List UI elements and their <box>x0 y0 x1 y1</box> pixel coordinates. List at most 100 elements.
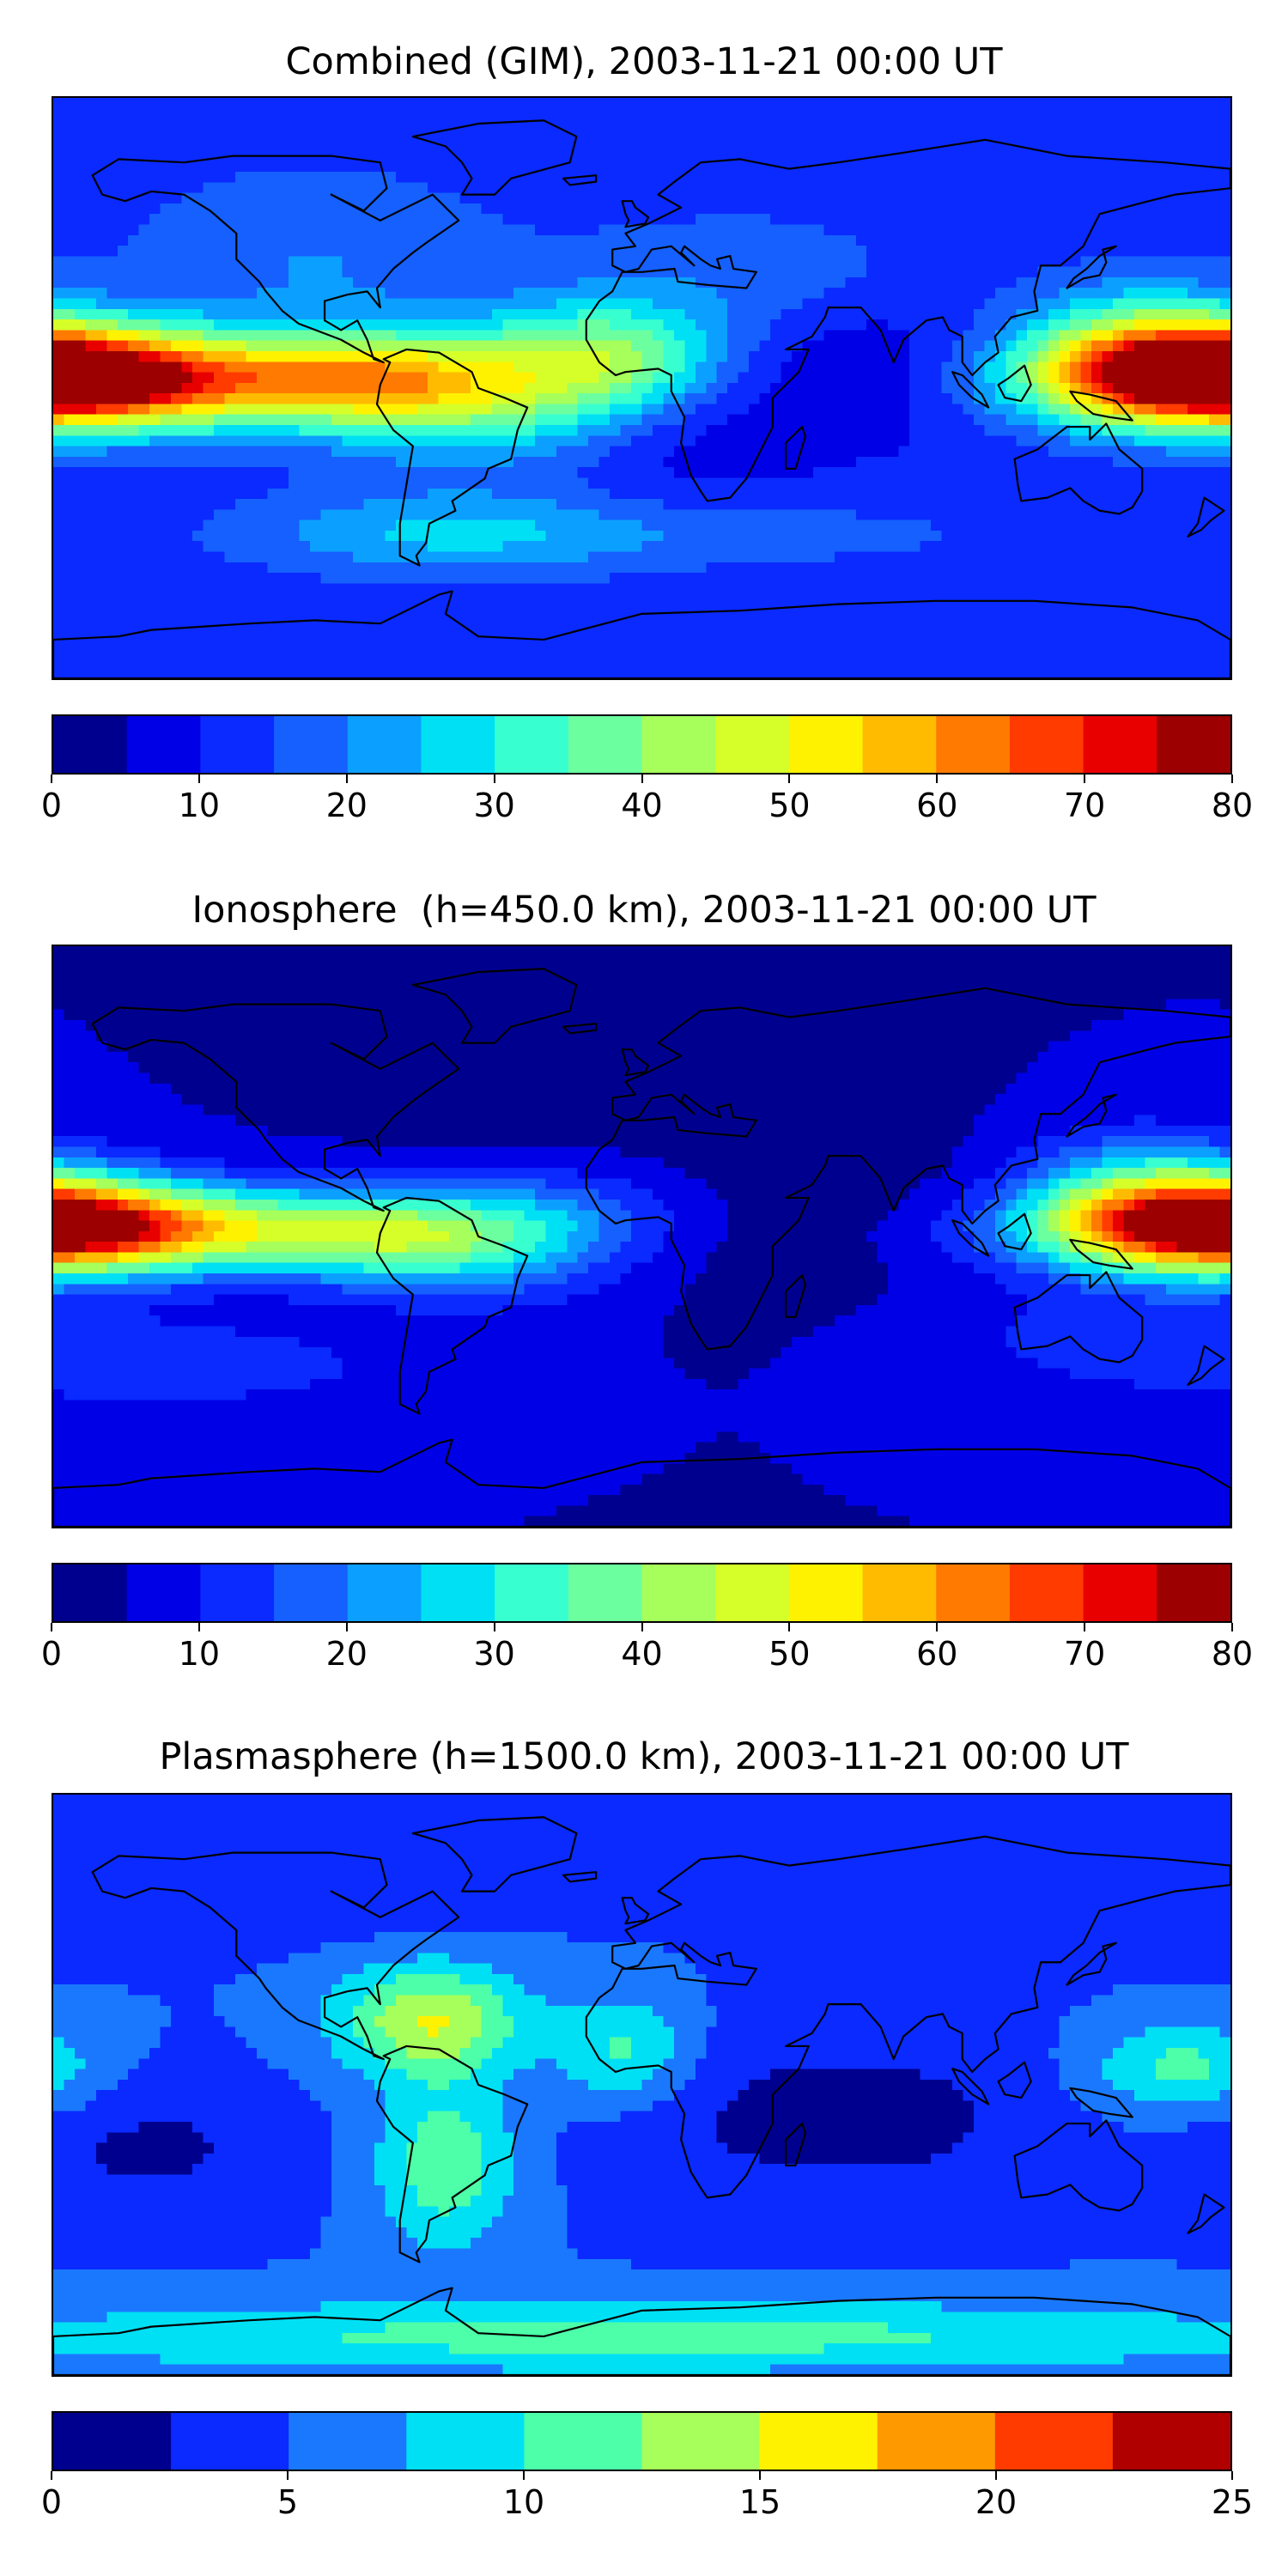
field-cell <box>877 361 889 374</box>
field-cell <box>203 288 215 300</box>
field-cell <box>1016 372 1028 384</box>
field-cell <box>759 308 771 320</box>
field-cell <box>577 246 589 257</box>
field-cell <box>246 224 258 236</box>
field-cell <box>1112 308 1124 320</box>
field-cell <box>652 414 665 426</box>
field-cell <box>1176 330 1188 342</box>
field-cell <box>1198 234 1210 246</box>
field-cell <box>1219 509 1230 521</box>
field-cell <box>673 477 685 489</box>
field-cell <box>1219 98 1230 109</box>
field-cell <box>149 530 161 542</box>
field-cell <box>556 509 568 521</box>
field-cell <box>449 246 461 257</box>
field-cell <box>770 266 782 278</box>
field-cell <box>716 288 728 300</box>
field-cell <box>791 118 804 131</box>
field-cell <box>1037 319 1049 331</box>
field-cell <box>406 350 418 362</box>
field-cell <box>459 298 471 310</box>
field-cell <box>984 298 996 310</box>
field-cell <box>1176 246 1188 257</box>
field-cell <box>331 425 343 436</box>
field-cell <box>256 551 268 563</box>
field-cell <box>395 129 407 141</box>
field-cell <box>545 562 557 574</box>
field-cell <box>577 488 589 500</box>
field-cell <box>567 509 579 521</box>
field-cell <box>449 140 461 152</box>
field-cell <box>310 118 322 131</box>
field-cell <box>663 276 675 289</box>
field-cell <box>684 393 696 405</box>
field-cell <box>1176 467 1188 479</box>
field-cell <box>673 256 685 268</box>
field-cell <box>1016 129 1028 141</box>
field-cell <box>1070 499 1082 510</box>
field-cell <box>1209 276 1221 289</box>
field-cell <box>85 562 97 574</box>
field-cell <box>149 456 161 468</box>
field-cell <box>171 298 183 310</box>
field-cell <box>481 414 493 426</box>
field-cell <box>1048 108 1060 120</box>
field-cell <box>920 266 932 278</box>
field-cell <box>802 256 814 268</box>
field-cell <box>545 393 557 405</box>
field-cell <box>160 214 172 226</box>
field-cell <box>749 118 761 131</box>
field-cell <box>963 551 975 563</box>
field-cell <box>502 308 514 320</box>
field-cell <box>192 150 204 162</box>
field-cell <box>471 382 483 394</box>
field-cell <box>781 562 793 574</box>
field-cell <box>973 499 985 510</box>
field-cell <box>138 266 150 278</box>
field-cell <box>598 150 611 162</box>
field-cell <box>342 298 354 310</box>
field-cell <box>1037 361 1049 374</box>
field-cell <box>395 234 407 246</box>
field-cell <box>695 288 707 300</box>
field-cell <box>1070 340 1082 352</box>
field-cell <box>320 256 332 268</box>
field-cell <box>160 192 172 204</box>
field-cell <box>931 172 943 183</box>
field-cell <box>53 319 65 331</box>
field-cell <box>973 562 985 574</box>
field-cell <box>449 298 461 310</box>
field-cell <box>1155 234 1167 246</box>
field-cell <box>406 519 418 532</box>
field-cell <box>716 161 728 173</box>
field-cell <box>749 551 761 563</box>
field-cell <box>224 276 236 289</box>
field-cell <box>1209 435 1221 447</box>
field-cell <box>663 288 675 300</box>
field-cell <box>1048 182 1060 194</box>
field-cell <box>277 298 289 310</box>
field-cell <box>234 404 246 416</box>
field-cell <box>1048 140 1060 152</box>
field-cell <box>492 404 504 416</box>
field-cell <box>973 467 985 479</box>
field-cell <box>395 150 407 162</box>
field-cell <box>138 330 150 342</box>
field-cell <box>256 246 268 257</box>
field-cell <box>534 477 546 489</box>
field-cell <box>64 425 76 436</box>
field-cell <box>706 172 718 183</box>
field-cell <box>823 224 835 236</box>
field-cell <box>920 98 932 109</box>
field-cell <box>310 425 322 436</box>
field-cell <box>631 340 643 352</box>
field-cell <box>610 509 622 521</box>
field-cell <box>1219 288 1230 300</box>
field-cell <box>706 340 718 352</box>
field-cell <box>951 276 964 289</box>
field-cell <box>845 562 857 574</box>
field-cell <box>877 298 889 310</box>
field-cell <box>289 404 301 416</box>
field-cell <box>160 224 172 236</box>
field-cell <box>352 246 365 257</box>
